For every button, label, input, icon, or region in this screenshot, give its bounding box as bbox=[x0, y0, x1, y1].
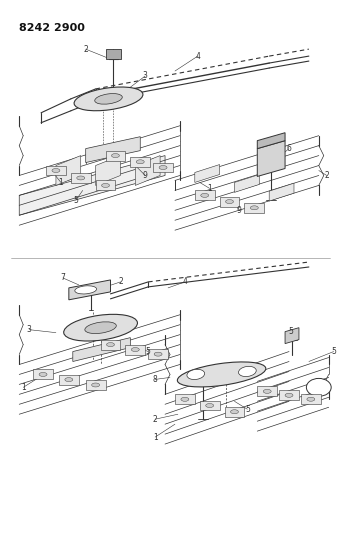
Polygon shape bbox=[225, 407, 244, 417]
Text: 9: 9 bbox=[143, 171, 148, 180]
Polygon shape bbox=[148, 349, 168, 359]
Ellipse shape bbox=[95, 94, 122, 104]
Polygon shape bbox=[33, 369, 53, 379]
Ellipse shape bbox=[250, 206, 258, 210]
Polygon shape bbox=[244, 203, 264, 213]
Text: 2: 2 bbox=[118, 277, 123, 286]
Polygon shape bbox=[101, 340, 120, 350]
Text: 8242 2900: 8242 2900 bbox=[19, 23, 85, 33]
Polygon shape bbox=[130, 157, 150, 167]
Ellipse shape bbox=[306, 378, 331, 397]
Polygon shape bbox=[95, 181, 116, 190]
Ellipse shape bbox=[64, 314, 137, 341]
Ellipse shape bbox=[106, 343, 115, 346]
Polygon shape bbox=[220, 197, 239, 207]
Ellipse shape bbox=[187, 369, 205, 379]
Text: 5: 5 bbox=[288, 327, 294, 336]
Ellipse shape bbox=[177, 362, 266, 387]
Ellipse shape bbox=[112, 154, 119, 158]
Text: 8: 8 bbox=[153, 375, 158, 384]
Polygon shape bbox=[71, 173, 91, 183]
Ellipse shape bbox=[39, 373, 47, 376]
Polygon shape bbox=[279, 390, 299, 400]
Polygon shape bbox=[56, 156, 81, 185]
Polygon shape bbox=[73, 337, 130, 361]
Text: 5: 5 bbox=[331, 347, 336, 356]
Ellipse shape bbox=[74, 87, 143, 111]
Polygon shape bbox=[269, 183, 294, 201]
Ellipse shape bbox=[231, 410, 238, 414]
Polygon shape bbox=[95, 156, 120, 185]
Polygon shape bbox=[257, 141, 285, 176]
Polygon shape bbox=[285, 328, 299, 344]
Ellipse shape bbox=[131, 348, 139, 352]
Ellipse shape bbox=[238, 366, 256, 376]
Polygon shape bbox=[105, 151, 125, 160]
Polygon shape bbox=[19, 156, 165, 215]
Text: 2: 2 bbox=[153, 415, 158, 424]
Polygon shape bbox=[301, 394, 321, 404]
Polygon shape bbox=[257, 386, 277, 397]
Ellipse shape bbox=[65, 377, 73, 382]
Ellipse shape bbox=[77, 176, 85, 180]
Polygon shape bbox=[135, 156, 160, 185]
Ellipse shape bbox=[206, 403, 214, 408]
Text: 9: 9 bbox=[237, 206, 242, 215]
Ellipse shape bbox=[181, 397, 189, 401]
Text: 5: 5 bbox=[245, 405, 250, 414]
Polygon shape bbox=[125, 345, 145, 354]
Polygon shape bbox=[153, 163, 173, 173]
Text: 1: 1 bbox=[153, 433, 158, 442]
Polygon shape bbox=[257, 133, 285, 149]
Ellipse shape bbox=[92, 383, 100, 387]
Polygon shape bbox=[195, 190, 214, 200]
Text: 1: 1 bbox=[21, 383, 26, 392]
Polygon shape bbox=[86, 380, 105, 390]
Polygon shape bbox=[86, 136, 140, 163]
Polygon shape bbox=[175, 394, 195, 404]
Polygon shape bbox=[195, 165, 220, 182]
Polygon shape bbox=[235, 174, 259, 192]
Ellipse shape bbox=[159, 166, 167, 169]
Polygon shape bbox=[59, 375, 79, 385]
Ellipse shape bbox=[285, 393, 293, 397]
Ellipse shape bbox=[307, 397, 315, 401]
Polygon shape bbox=[105, 49, 121, 59]
Text: 2: 2 bbox=[83, 45, 88, 54]
Text: 4: 4 bbox=[195, 52, 200, 61]
Ellipse shape bbox=[85, 322, 116, 334]
Polygon shape bbox=[69, 280, 110, 300]
Ellipse shape bbox=[154, 352, 162, 356]
Text: 7: 7 bbox=[60, 273, 65, 282]
Ellipse shape bbox=[52, 168, 60, 173]
Text: 6: 6 bbox=[286, 144, 292, 153]
Text: 5: 5 bbox=[73, 196, 78, 205]
Ellipse shape bbox=[75, 286, 97, 294]
Text: 4: 4 bbox=[182, 277, 187, 286]
Ellipse shape bbox=[136, 160, 144, 164]
Ellipse shape bbox=[225, 199, 234, 204]
Polygon shape bbox=[200, 400, 220, 410]
Text: 1: 1 bbox=[207, 184, 212, 193]
Polygon shape bbox=[46, 166, 66, 175]
Ellipse shape bbox=[201, 193, 209, 197]
Text: 3: 3 bbox=[143, 71, 148, 80]
Text: 5: 5 bbox=[146, 347, 151, 356]
Text: 1: 1 bbox=[59, 178, 63, 187]
Text: 3: 3 bbox=[27, 325, 32, 334]
Text: 2: 2 bbox=[324, 171, 329, 180]
Ellipse shape bbox=[263, 389, 271, 393]
Ellipse shape bbox=[102, 183, 109, 188]
